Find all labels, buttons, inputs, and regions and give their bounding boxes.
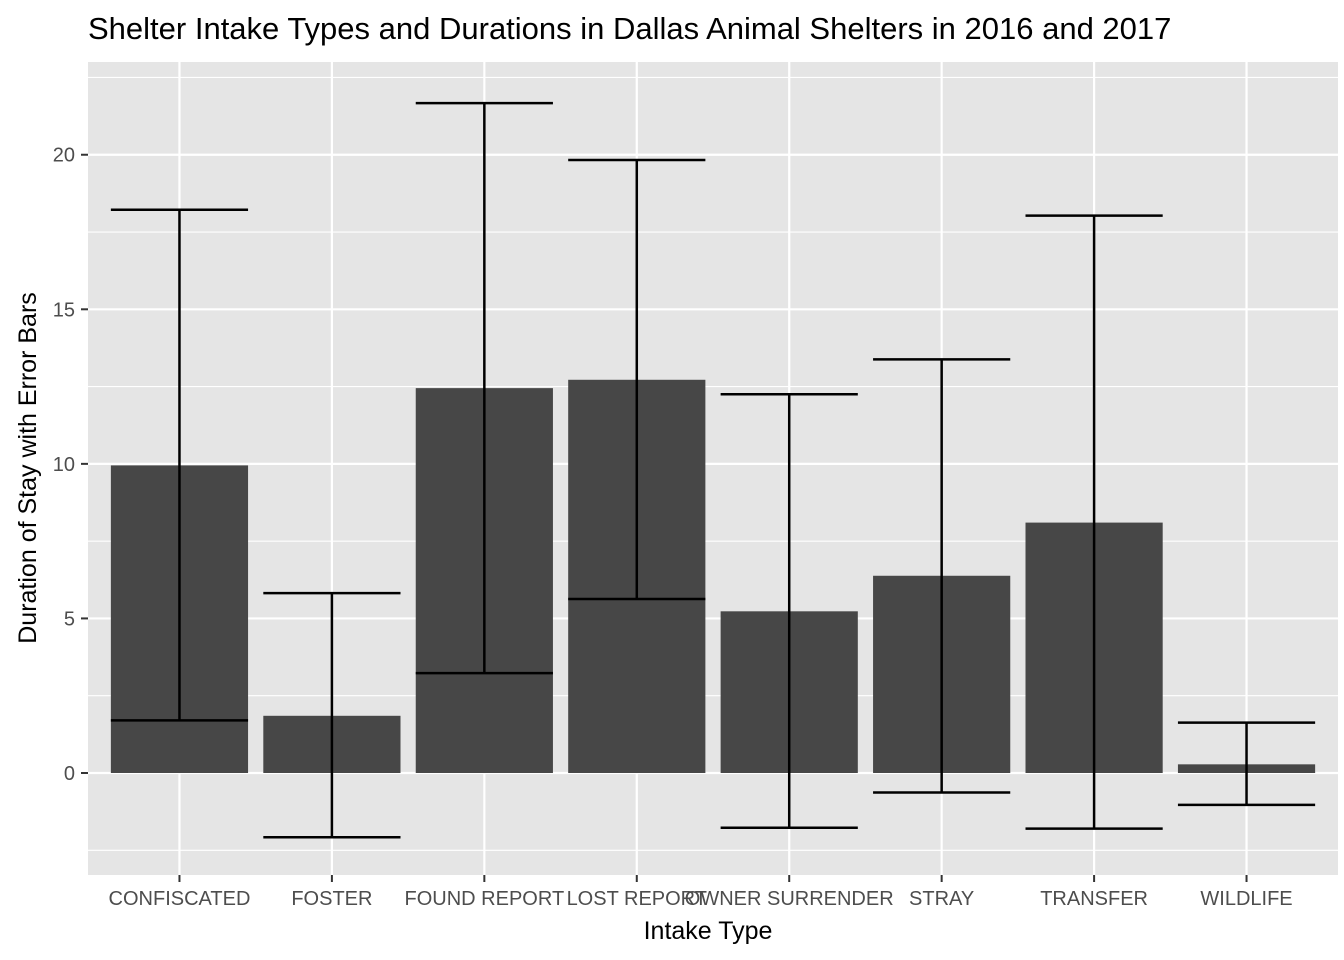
x-tick-label: FOUND REPORT bbox=[405, 888, 565, 910]
x-tick-label: CONFISCATED bbox=[109, 888, 251, 910]
chart-title: Shelter Intake Types and Durations in Da… bbox=[88, 11, 1171, 46]
x-axis-title: Intake Type bbox=[644, 917, 773, 945]
error-bars bbox=[110, 101, 1316, 839]
y-tick-label: 0 bbox=[64, 763, 75, 785]
x-tick-label: TRANSFER bbox=[1040, 888, 1148, 910]
minor-gridlines bbox=[88, 76, 1338, 851]
x-tick-label: OWNER SURRENDER bbox=[685, 888, 894, 910]
x-tick-label: FOSTER bbox=[291, 888, 372, 910]
x-tick-label: LOST REPORT bbox=[567, 888, 707, 910]
y-tick-label: 15 bbox=[53, 299, 75, 321]
x-axis-ticks: CONFISCATED FOSTER FOUND REPORT LOST REPORT… bbox=[109, 875, 1293, 910]
x-tick-label: STRAY bbox=[909, 888, 974, 910]
y-axis-title: Duration of Stay with Error Bars bbox=[14, 292, 42, 644]
y-tick-label: 20 bbox=[53, 145, 75, 167]
x-tick-label: WILDLIFE bbox=[1200, 888, 1292, 910]
y-tick-label: 10 bbox=[53, 454, 75, 476]
y-axis-ticks: 0 5 10 15 20 bbox=[53, 145, 88, 785]
y-tick-label: 5 bbox=[64, 608, 75, 630]
